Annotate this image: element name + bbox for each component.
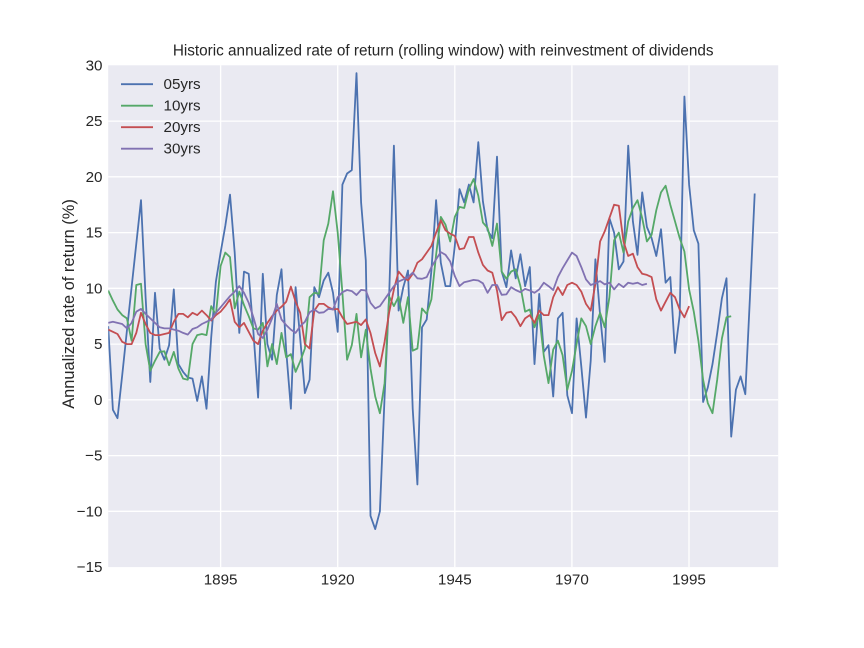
svg-text:Annualized rate of return (%): Annualized rate of return (%) bbox=[60, 199, 78, 409]
svg-text:1920: 1920 bbox=[321, 572, 355, 589]
svg-text:10: 10 bbox=[86, 280, 103, 297]
svg-text:30yrs: 30yrs bbox=[164, 141, 202, 158]
svg-text:25: 25 bbox=[86, 113, 103, 130]
svg-text:20: 20 bbox=[86, 169, 103, 186]
svg-text:1995: 1995 bbox=[672, 572, 706, 589]
svg-text:15: 15 bbox=[86, 225, 103, 242]
svg-text:1945: 1945 bbox=[438, 572, 472, 589]
svg-text:−15: −15 bbox=[77, 559, 103, 576]
svg-text:5: 5 bbox=[94, 336, 102, 353]
svg-text:0: 0 bbox=[94, 392, 102, 409]
svg-text:−5: −5 bbox=[85, 448, 102, 465]
svg-text:05yrs: 05yrs bbox=[164, 76, 202, 93]
svg-text:1970: 1970 bbox=[555, 572, 589, 589]
svg-text:−10: −10 bbox=[77, 503, 103, 520]
svg-text:10yrs: 10yrs bbox=[164, 98, 202, 115]
svg-text:Historic annualized rate of re: Historic annualized rate of return (roll… bbox=[173, 43, 714, 60]
svg-text:1895: 1895 bbox=[204, 572, 238, 589]
svg-text:30: 30 bbox=[86, 57, 103, 74]
svg-text:20yrs: 20yrs bbox=[164, 119, 202, 136]
